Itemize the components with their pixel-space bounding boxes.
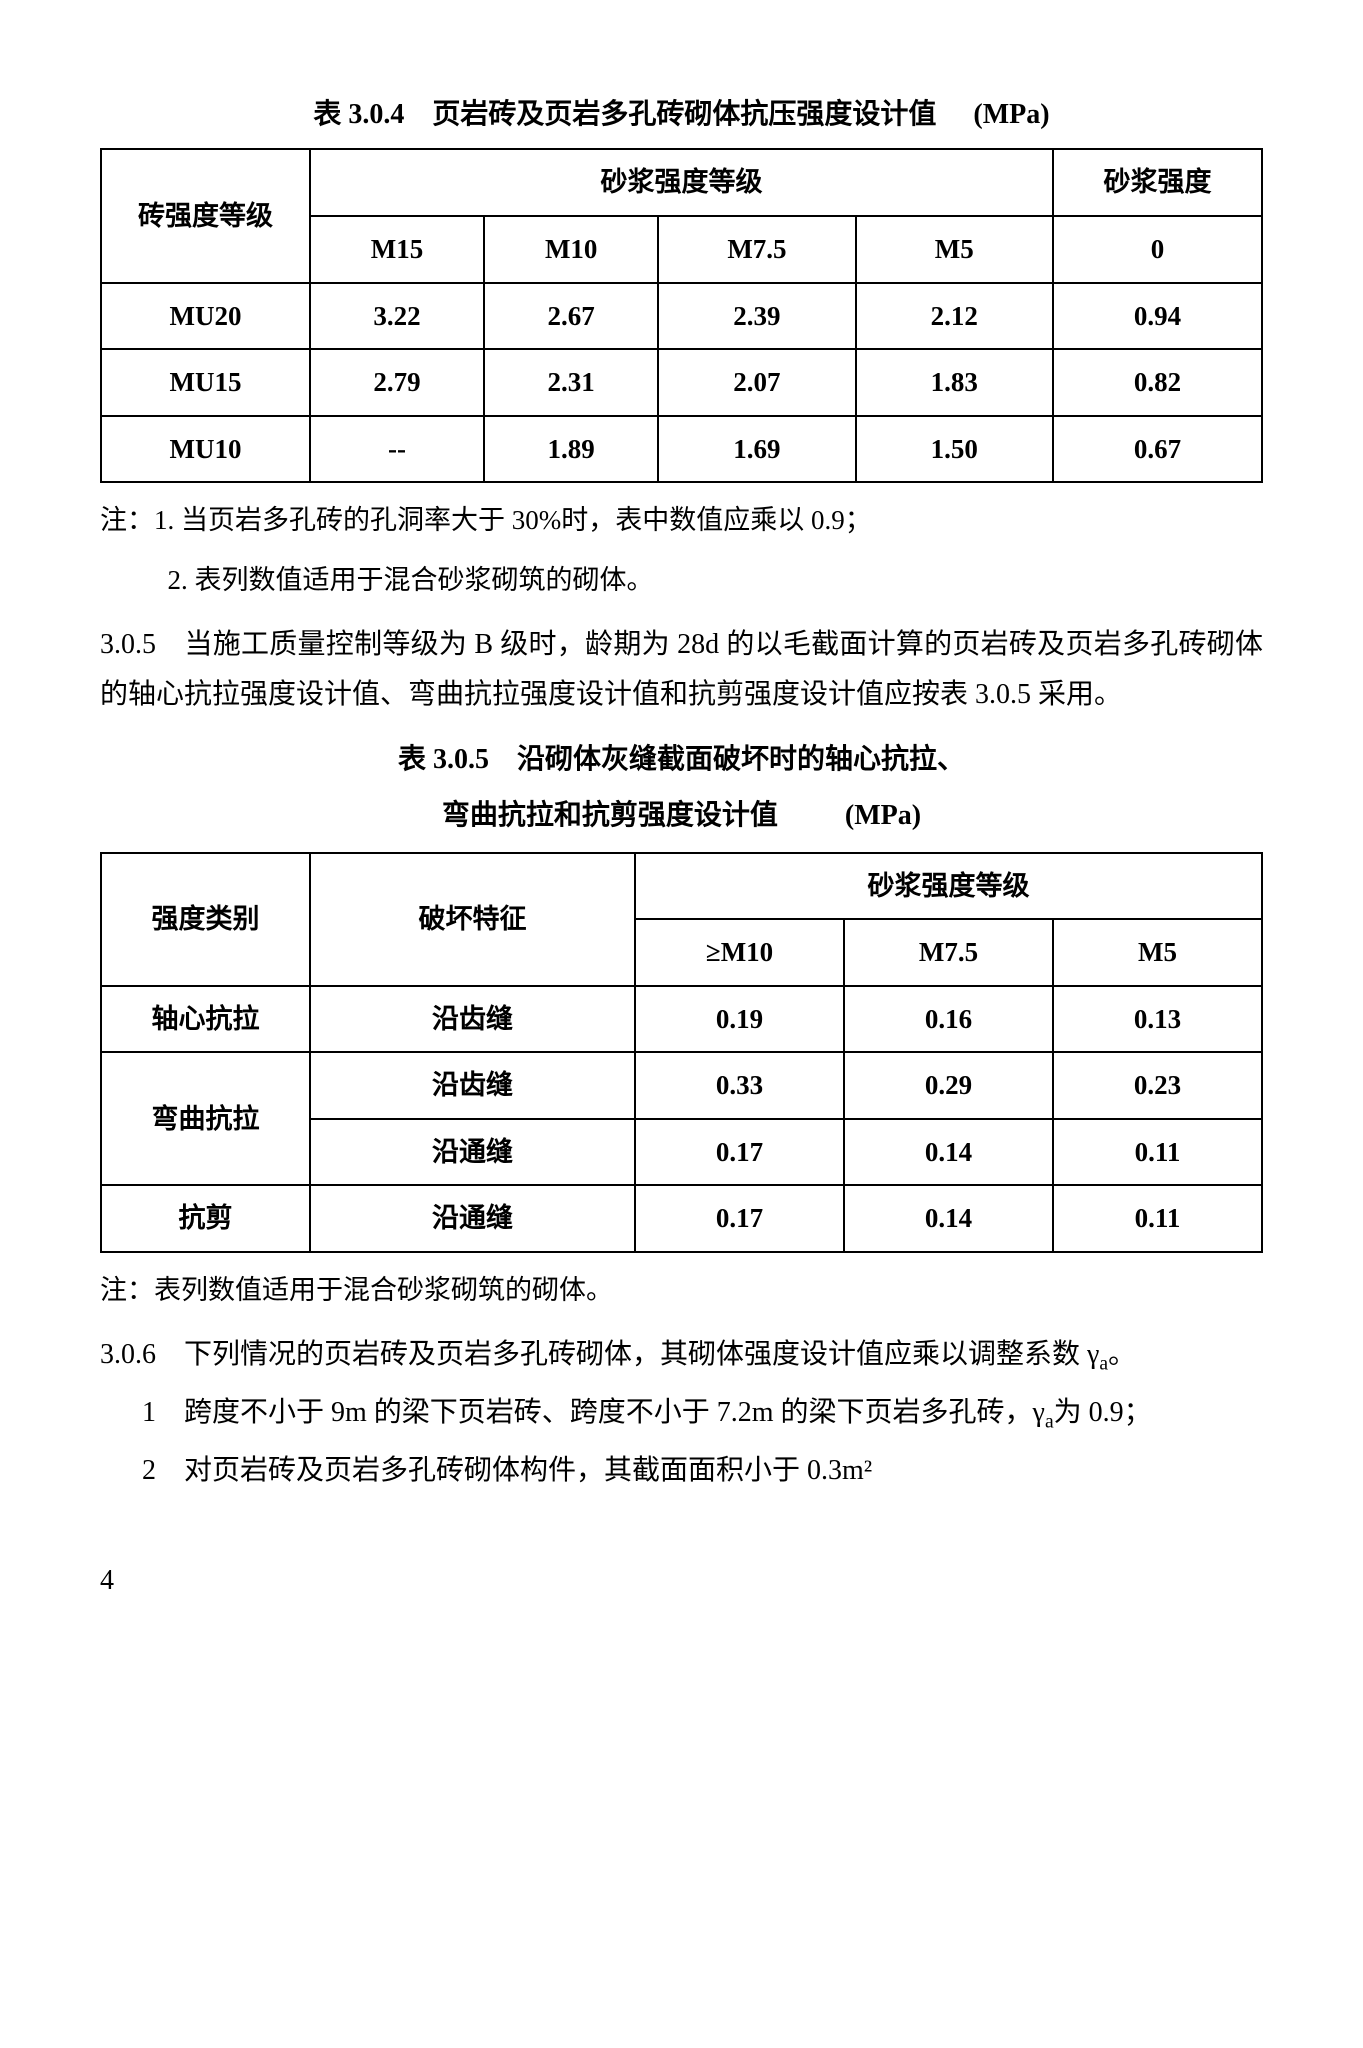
cell: 2.12 <box>856 283 1053 350</box>
cell: -- <box>310 416 484 483</box>
cell: 0.67 <box>1053 416 1262 483</box>
note-305: 注：表列数值适用于混合砂浆砌筑的砌体。 <box>100 1265 1263 1316</box>
table-305-title-line2: 弯曲抗拉和抗剪强度设计值 (MPa) <box>100 791 1263 841</box>
cell: 0.11 <box>1053 1119 1262 1186</box>
th-m10: M10 <box>484 216 658 283</box>
table-row: MU20 3.22 2.67 2.39 2.12 0.94 <box>101 283 1262 350</box>
th-0: 0 <box>1053 216 1262 283</box>
cell: 2.31 <box>484 349 658 416</box>
cell: 2.79 <box>310 349 484 416</box>
table-row: 轴心抗拉 沿齿缝 0.19 0.16 0.13 <box>101 986 1262 1053</box>
cell: 沿通缝 <box>310 1185 635 1252</box>
table-row: 抗剪 沿通缝 0.17 0.14 0.11 <box>101 1185 1262 1252</box>
paragraph-305: 3.0.5 当施工质量控制等级为 B 级时，龄期为 28d 的以毛截面计算的页岩… <box>100 620 1263 721</box>
cell: 沿齿缝 <box>310 986 635 1053</box>
th-m5-b: M5 <box>1053 919 1262 986</box>
th-m5: M5 <box>856 216 1053 283</box>
table-305-unit: (MPa) <box>845 791 921 841</box>
list-306-item1-tail: 为 0.9； <box>1054 1397 1152 1428</box>
cell: 1.83 <box>856 349 1053 416</box>
table-row: 弯曲抗拉 沿齿缝 0.33 0.29 0.23 <box>101 1052 1262 1119</box>
table-304-caption: 表 3.0.4 页岩砖及页岩多孔砖砌体抗压强度设计值 <box>313 99 936 130</box>
cell: 沿通缝 <box>310 1119 635 1186</box>
cell: 0.11 <box>1053 1185 1262 1252</box>
cell: 0.17 <box>635 1185 844 1252</box>
note-304-item2: 2. 表列数值适用于混合砂浆砌筑的砌体。 <box>168 565 654 595</box>
paragraph-306-text: 3.0.6 下列情况的页岩砖及页岩多孔砖砌体，其砌体强度设计值应乘以调整系数 γ <box>100 1339 1099 1370</box>
table-304-unit: (MPa) <box>973 90 1049 140</box>
list-306-item2: 2 对页岩砖及页岩多孔砖砌体构件，其截面面积小于 0.3m² <box>100 1446 1263 1496</box>
gamma-sub: a <box>1099 1354 1108 1375</box>
note-label: 注： <box>100 505 154 535</box>
table-304: 砖强度等级 砂浆强度等级 砂浆强度 M15 M10 M7.5 M5 0 MU20… <box>100 148 1263 483</box>
note-304-line2: 2. 表列数值适用于混合砂浆砌筑的砌体。 <box>100 555 1263 606</box>
cell: 轴心抗拉 <box>101 986 310 1053</box>
th-ge-m10: ≥M10 <box>635 919 844 986</box>
cell: 2.39 <box>658 283 855 350</box>
cell: 3.22 <box>310 283 484 350</box>
cell: 0.29 <box>844 1052 1053 1119</box>
cell: 0.14 <box>844 1185 1053 1252</box>
page-number: 4 <box>100 1556 1263 1606</box>
cell: MU20 <box>101 283 310 350</box>
paragraph-306-tail: 。 <box>1108 1339 1136 1370</box>
list-306-item1-text: 1 跨度不小于 9m 的梁下页岩砖、跨度不小于 7.2m 的梁下页岩多孔砖，γ <box>142 1397 1045 1428</box>
paragraph-305-text: 3.0.5 当施工质量控制等级为 B 级时，龄期为 28d 的以毛截面计算的页岩… <box>100 629 1263 710</box>
cell: 0.14 <box>844 1119 1053 1186</box>
th-mortar-grade: 砂浆强度等级 <box>310 149 1053 216</box>
table-row: MU15 2.79 2.31 2.07 1.83 0.82 <box>101 349 1262 416</box>
th-mortar-grade-305: 砂浆强度等级 <box>635 853 1262 920</box>
list-306-item2-text: 2 对页岩砖及页岩多孔砖砌体构件，其截面面积小于 0.3m² <box>142 1455 872 1486</box>
note-304-line1: 注：1. 当页岩多孔砖的孔洞率大于 30%时，表中数值应乘以 0.9； <box>100 495 1263 546</box>
cell: 1.89 <box>484 416 658 483</box>
th-m15: M15 <box>310 216 484 283</box>
th-m75-b: M7.5 <box>844 919 1053 986</box>
cell: 0.33 <box>635 1052 844 1119</box>
table-305-title-line1: 表 3.0.5 沿砌体灰缝截面破坏时的轴心抗拉、 <box>100 735 1263 785</box>
cell: 抗剪 <box>101 1185 310 1252</box>
th-m75: M7.5 <box>658 216 855 283</box>
cell: 0.16 <box>844 986 1053 1053</box>
cell: 1.50 <box>856 416 1053 483</box>
cell: 0.19 <box>635 986 844 1053</box>
paragraph-306: 3.0.6 下列情况的页岩砖及页岩多孔砖砌体，其砌体强度设计值应乘以调整系数 γ… <box>100 1330 1263 1382</box>
cell: 2.67 <box>484 283 658 350</box>
gamma-sub-b: a <box>1045 1412 1054 1433</box>
cell: 1.69 <box>658 416 855 483</box>
cell: 沿齿缝 <box>310 1052 635 1119</box>
cell: 2.07 <box>658 349 855 416</box>
list-306-item1: 1 跨度不小于 9m 的梁下页岩砖、跨度不小于 7.2m 的梁下页岩多孔砖，γa… <box>100 1388 1263 1440</box>
th-mortar-strength: 砂浆强度 <box>1053 149 1262 216</box>
cell: MU15 <box>101 349 310 416</box>
th-strength-type: 强度类别 <box>101 853 310 986</box>
cell: 弯曲抗拉 <box>101 1052 310 1185</box>
cell: 0.94 <box>1053 283 1262 350</box>
cell: 0.82 <box>1053 349 1262 416</box>
cell: MU10 <box>101 416 310 483</box>
table-305: 强度类别 破坏特征 砂浆强度等级 ≥M10 M7.5 M5 轴心抗拉 沿齿缝 0… <box>100 852 1263 1254</box>
table-row: MU10 -- 1.89 1.69 1.50 0.67 <box>101 416 1262 483</box>
cell: 0.17 <box>635 1119 844 1186</box>
table-304-title: 表 3.0.4 页岩砖及页岩多孔砖砌体抗压强度设计值 (MPa) <box>100 90 1263 140</box>
note-304-item1: 1. 当页岩多孔砖的孔洞率大于 30%时，表中数值应乘以 0.9； <box>154 505 872 535</box>
th-brick-grade: 砖强度等级 <box>101 149 310 282</box>
th-failure-mode: 破坏特征 <box>310 853 635 986</box>
cell: 0.13 <box>1053 986 1262 1053</box>
cell: 0.23 <box>1053 1052 1262 1119</box>
table-305-caption2: 弯曲抗拉和抗剪强度设计值 <box>442 800 778 831</box>
